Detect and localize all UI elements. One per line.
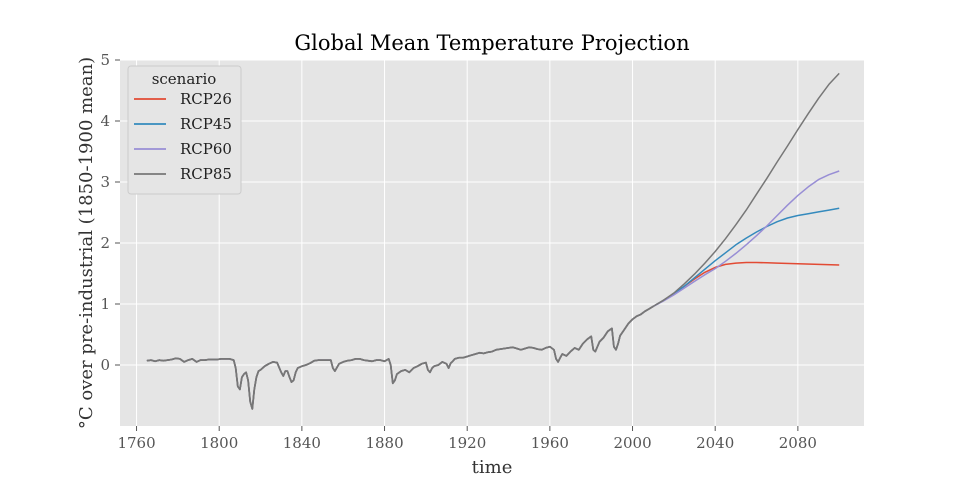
y-tick-label: 0 <box>100 356 110 374</box>
legend: scenario RCP26 RCP45 RCP60 RCP85 <box>127 65 242 195</box>
y-axis-ticks: 0 1 2 3 4 5 <box>100 51 120 374</box>
y-tick-label: 3 <box>100 173 110 191</box>
legend-label-rcp45: RCP45 <box>180 115 232 133</box>
y-axis-label: °C over pre-industrial (1850-1900 mean) <box>76 57 97 429</box>
x-tick-label: 1760 <box>117 434 155 452</box>
x-tick-label: 1920 <box>448 434 486 452</box>
legend-title: scenario <box>152 70 217 88</box>
chart-title: Global Mean Temperature Projection <box>294 31 689 55</box>
x-axis-label: time <box>472 457 513 478</box>
legend-label-rcp60: RCP60 <box>180 140 232 158</box>
series-lines <box>146 72 840 410</box>
x-tick-label: 1840 <box>283 434 321 452</box>
legend-label-rcp85: RCP85 <box>180 165 232 183</box>
x-axis-ticks: 1760 1800 1840 1880 1920 1960 2000 2040 2080 <box>117 426 817 452</box>
x-tick-label: 2080 <box>779 434 817 452</box>
y-tick-label: 4 <box>100 112 110 130</box>
y-tick-label: 5 <box>100 51 110 69</box>
x-tick-label: 1880 <box>365 434 403 452</box>
x-tick-label: 2040 <box>696 434 734 452</box>
x-tick-label: 2000 <box>613 434 651 452</box>
y-tick-label: 2 <box>100 234 110 252</box>
legend-label-rcp26: RCP26 <box>180 90 232 108</box>
x-tick-label: 1800 <box>200 434 238 452</box>
legend-box <box>127 65 242 195</box>
historical-line <box>146 305 654 410</box>
grid-lines <box>120 59 864 426</box>
x-tick-label: 1960 <box>531 434 569 452</box>
y-tick-label: 1 <box>100 295 110 313</box>
